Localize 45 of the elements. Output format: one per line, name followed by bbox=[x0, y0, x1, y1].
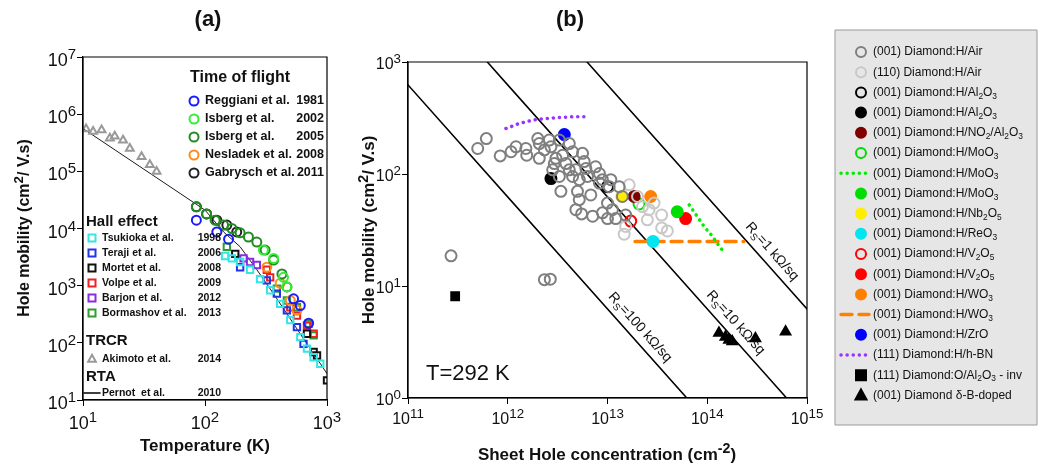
legend-label: (001) Diamond:H/ZrO bbox=[873, 327, 989, 342]
y-tick-label: 10$^{6}$ bbox=[47, 101, 76, 127]
y-tick-label: 10$^{7}$ bbox=[47, 44, 76, 70]
chart-title: (a) bbox=[194, 6, 222, 32]
legend-label: (111) Diamond:H/h-BN bbox=[873, 347, 994, 362]
legend-label: (001) Diamond δ-B-doped bbox=[873, 387, 1012, 402]
text: Mortet et al. 2008 bbox=[102, 260, 221, 273]
text: Teraji et al. 2006 bbox=[102, 245, 221, 258]
annotation: RTA bbox=[86, 367, 116, 385]
text: Barjon et al. 2012 bbox=[102, 290, 221, 303]
text: Isberg et al. 2002 bbox=[205, 111, 324, 126]
text: Isberg et al. 2005 bbox=[205, 129, 324, 144]
x-axis-title: Temperature (K) bbox=[139, 436, 271, 456]
legend-label: (110) Diamond:H/Air bbox=[873, 64, 982, 79]
y-tick-label: 10$^{3}$ bbox=[375, 50, 401, 73]
x-tick-label: 10$^{3}$ bbox=[312, 408, 342, 433]
text: Volpe et al. 2009 bbox=[102, 275, 221, 288]
legend-label: Bormashov et al. 2013 bbox=[102, 305, 222, 318]
x-tick-label: 10$^{11}$ bbox=[392, 406, 424, 428]
x-axis-title: Sheet Hole concentration (cm$^{-2}$) bbox=[477, 440, 737, 465]
legend-label: (001) Diamond:H/Air bbox=[873, 44, 983, 59]
annotation: Time of flight bbox=[190, 68, 291, 86]
x-tick-label: 10$^{1}$ bbox=[68, 408, 98, 433]
y-tick-label: 10$^{3}$ bbox=[47, 273, 76, 299]
legend-label: Reggiani et al. 1981 bbox=[205, 93, 325, 108]
y-tick-label: 10$^{4}$ bbox=[47, 216, 76, 241]
x-tick-label: 10$^{13}$ bbox=[591, 406, 624, 428]
y-tick-label: 10$^{1}$ bbox=[375, 274, 401, 297]
text: Tsukioka et al. 1998 bbox=[102, 230, 221, 243]
y-tick-label: 10$^{2}$ bbox=[375, 162, 401, 185]
text: Pernot et al. 2010 bbox=[102, 385, 221, 398]
x-tick-label: 10$^{12}$ bbox=[491, 406, 525, 428]
legend-label: Gabrysch et al. 2011 bbox=[205, 165, 325, 180]
x-tick-label: 10$^{15}$ bbox=[790, 406, 824, 428]
y-tick-label: 10$^{2}$ bbox=[47, 330, 76, 356]
annotation: TRCR bbox=[86, 331, 128, 349]
annotation: Hall effect bbox=[86, 212, 158, 230]
y-tick-label: 10$^{0}$ bbox=[375, 386, 401, 409]
y-tick-label: 10$^{5}$ bbox=[47, 158, 76, 184]
annotation: T=292 K bbox=[426, 360, 511, 386]
text: Akimoto et al. 2014 bbox=[102, 351, 221, 364]
chart-title: (b) bbox=[555, 6, 585, 32]
legend-label: Nesladek et al. 2008 bbox=[205, 147, 325, 162]
x-tick-label: 10$^{2}$ bbox=[190, 408, 220, 433]
x-tick-label: 10$^{14}$ bbox=[690, 406, 724, 428]
